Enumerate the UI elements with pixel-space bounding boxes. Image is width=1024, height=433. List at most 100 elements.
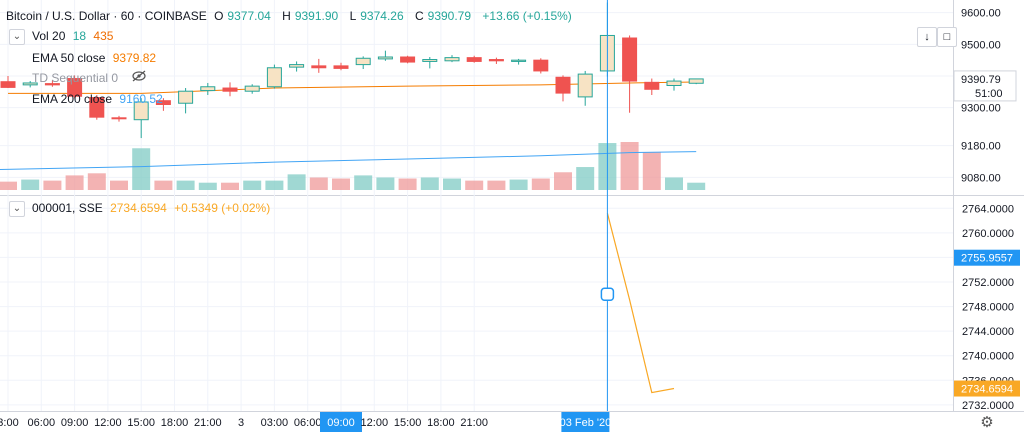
crosshair-time-tag bbox=[561, 412, 610, 432]
volume-bar bbox=[420, 177, 439, 190]
square-icon: □ bbox=[943, 31, 951, 43]
volume-bar bbox=[43, 180, 62, 190]
candle-body bbox=[622, 37, 638, 82]
volume-bar bbox=[65, 175, 84, 190]
sse-tick-label: 2748.0000 bbox=[962, 302, 1014, 314]
sse-tick-label: 2752.0000 bbox=[962, 277, 1014, 289]
ema200-legend[interactable]: EMA 200 close 9160.52 bbox=[32, 91, 167, 107]
crosshair-price-label: 2755.9557 bbox=[961, 253, 1013, 265]
low-label: L bbox=[349, 9, 357, 23]
volume-bar bbox=[620, 142, 639, 190]
sse-change: +0.5349 (+0.02%) bbox=[174, 201, 271, 215]
last-price-tag bbox=[953, 70, 1017, 102]
close-label: C bbox=[414, 9, 424, 23]
sse-tick-label: 2764.0000 bbox=[962, 203, 1014, 215]
time-tick-label: 09:00 bbox=[327, 417, 355, 429]
candle-body bbox=[666, 80, 682, 86]
time-tick-label: 18:00 bbox=[427, 417, 455, 429]
volume-bar bbox=[132, 148, 151, 190]
td-sequential-legend[interactable]: TD Sequential 0 bbox=[32, 70, 151, 86]
time-tick-label: 03:00 bbox=[261, 417, 289, 429]
collapse-legend-button[interactable]: ⌄ bbox=[9, 29, 25, 45]
sse-last-price-label: 2734.6594 bbox=[961, 384, 1013, 396]
sse-value: 2734.6594 bbox=[110, 201, 167, 215]
volume-value-a: 18 bbox=[72, 29, 87, 43]
price-pane[interactable] bbox=[0, 2, 706, 190]
volume-bar bbox=[265, 180, 284, 190]
volume-bar bbox=[465, 180, 484, 190]
time-tick-label: 15:00 bbox=[127, 417, 155, 429]
candle-body bbox=[0, 81, 16, 88]
volume-bar bbox=[309, 177, 328, 190]
candle-body bbox=[111, 117, 127, 120]
download-button[interactable]: ↓ bbox=[917, 27, 937, 47]
volume-bar bbox=[554, 172, 572, 190]
high-value: 9391.90 bbox=[294, 9, 339, 23]
price-tick-label: 9080.00 bbox=[961, 172, 1001, 184]
time-tick-label: 15:00 bbox=[394, 417, 422, 429]
sse-legend[interactable]: 000001, SSE 2734.6594 +0.5349 (+0.02%) bbox=[32, 200, 274, 216]
price-tick-label: 9500.00 bbox=[961, 39, 1001, 51]
crosshair-handle bbox=[600, 287, 615, 302]
volume-bar bbox=[243, 180, 262, 190]
volume-bar bbox=[531, 178, 550, 190]
arrow-down-icon: ↓ bbox=[924, 31, 930, 43]
candle-body bbox=[22, 82, 38, 86]
legend-title: Bitcoin / U.S. Dollar · 60 · COINBASE bbox=[6, 9, 207, 23]
volume-bar bbox=[221, 182, 239, 190]
candle-body bbox=[555, 76, 571, 94]
candle-body bbox=[377, 56, 393, 60]
candle-body bbox=[422, 59, 438, 62]
volume-bar bbox=[576, 167, 595, 190]
time-tick-label: 3:00 bbox=[0, 417, 19, 429]
sse-tick-label: 2732.0000 bbox=[962, 400, 1014, 412]
volume-label: Vol 20 bbox=[32, 29, 66, 43]
eye-off-icon[interactable] bbox=[131, 70, 147, 85]
candle-body bbox=[133, 101, 149, 121]
gear-icon: ⚙ bbox=[980, 414, 994, 431]
candle-body bbox=[688, 78, 704, 84]
time-tick-label: 21:00 bbox=[194, 417, 222, 429]
candle-body bbox=[155, 100, 171, 105]
candle-body bbox=[266, 67, 282, 88]
candle-body bbox=[311, 65, 327, 69]
volume-value-b: 435 bbox=[93, 29, 114, 43]
sse-tick-label: 2760.0000 bbox=[962, 228, 1014, 240]
crosshair bbox=[600, 0, 615, 411]
volume-bar bbox=[287, 174, 306, 190]
countdown-label: 51:00 bbox=[975, 88, 1003, 100]
price-tick-label: 9180.00 bbox=[961, 141, 1001, 153]
last-price-label: 9390.79 bbox=[961, 74, 1001, 86]
close-value: 9390.79 bbox=[427, 9, 472, 23]
ema50-label: EMA 50 close bbox=[32, 51, 106, 65]
sse-symbol: 000001, SSE bbox=[32, 201, 103, 215]
ema200-label: EMA 200 close bbox=[32, 92, 113, 106]
time-tick-label: 21:00 bbox=[460, 417, 488, 429]
ema200-line bbox=[0, 151, 697, 170]
candle-body bbox=[511, 59, 527, 62]
sse-line bbox=[606, 213, 675, 394]
maximize-pane-button[interactable]: □ bbox=[937, 27, 957, 47]
change-value: +13.66 (+0.15%) bbox=[482, 9, 572, 23]
candle-body bbox=[244, 85, 260, 92]
volume-bar bbox=[487, 180, 506, 190]
time-tick-label: 06:00 bbox=[294, 417, 322, 429]
ema200-value: 9160.52 bbox=[119, 92, 163, 106]
ema50-legend[interactable]: EMA 50 close 9379.82 bbox=[32, 50, 160, 66]
sse-pane[interactable] bbox=[606, 213, 675, 394]
candle-body bbox=[355, 57, 371, 66]
candle-body bbox=[44, 83, 60, 86]
candle-body bbox=[466, 57, 482, 62]
high-label: H bbox=[282, 9, 291, 23]
chevron-down-icon: ⌄ bbox=[12, 31, 22, 42]
volume-bar bbox=[642, 152, 661, 190]
settings-button[interactable]: ⚙ bbox=[978, 414, 996, 432]
collapse-sse-legend-button[interactable]: ⌄ bbox=[9, 201, 25, 217]
candle-body bbox=[289, 64, 305, 68]
volume-bar bbox=[332, 178, 350, 190]
volume-legend[interactable]: Vol 20 18 435 bbox=[32, 28, 117, 44]
sse-tick-label: 2744.0000 bbox=[962, 326, 1014, 338]
candle-body bbox=[67, 78, 83, 97]
candle-body bbox=[577, 73, 593, 98]
